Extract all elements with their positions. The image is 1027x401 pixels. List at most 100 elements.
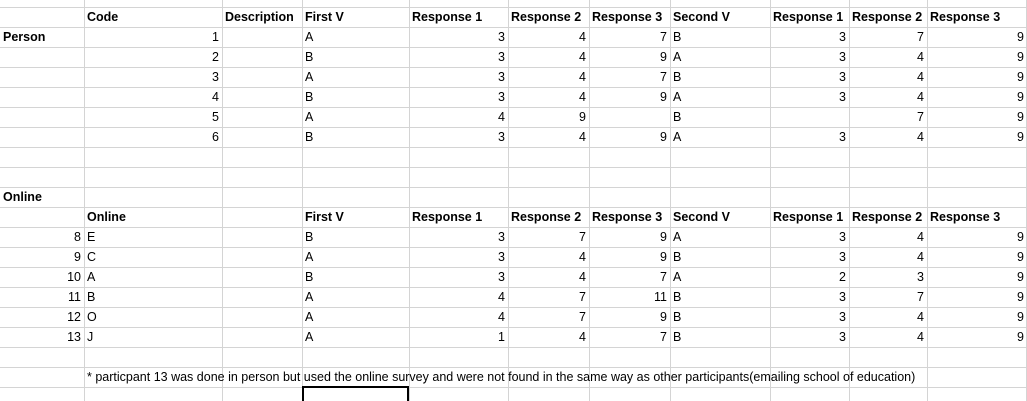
response-1-cell[interactable]: 3 [498,250,505,264]
header-response-1[interactable]: Response 1 [412,10,483,24]
second-v-cell[interactable]: B [673,110,682,124]
row-id-cell[interactable]: 12 [67,310,81,324]
response-2b-cell[interactable]: 4 [917,90,924,104]
response-2b-cell[interactable]: 4 [917,50,924,64]
second-v-cell[interactable]: B [673,250,682,264]
response-1-cell[interactable]: 4 [498,110,505,124]
response-2-cell[interactable]: 4 [579,50,586,64]
response-3b-cell[interactable]: 9 [1017,110,1024,124]
response-1b-cell[interactable]: 3 [839,50,846,64]
response-1-cell[interactable]: 3 [498,50,505,64]
response-2b-cell[interactable]: 4 [917,250,924,264]
header-response-2[interactable]: Response 2 [511,10,582,24]
online-header-response-3[interactable]: Response 3 [592,210,663,224]
code-cell[interactable]: 3 [212,70,219,84]
active-cell-selection[interactable] [302,386,409,401]
response-2-cell[interactable]: 7 [579,290,586,304]
response-3b-cell[interactable]: 9 [1017,130,1024,144]
row-id-cell[interactable]: 8 [74,230,81,244]
response-2b-cell[interactable]: 7 [917,30,924,44]
header-first-v[interactable]: First V [305,10,344,24]
first-v-cell[interactable]: A [305,250,314,264]
row-id-cell[interactable]: 9 [74,250,81,264]
response-2-cell[interactable]: 4 [579,330,586,344]
response-3b-cell[interactable]: 9 [1017,310,1024,324]
second-v-cell[interactable]: B [673,310,682,324]
online-code-cell[interactable]: O [87,310,97,324]
response-1-cell[interactable]: 1 [498,330,505,344]
second-v-cell[interactable]: A [673,270,682,284]
first-v-cell[interactable]: A [305,70,314,84]
response-1b-cell[interactable]: 3 [839,90,846,104]
response-3-cell[interactable]: 9 [660,50,667,64]
response-3-cell[interactable]: 11 [654,290,667,304]
response-3-cell[interactable]: 9 [660,250,667,264]
response-1b-cell[interactable]: 3 [839,330,846,344]
response-3b-cell[interactable]: 9 [1017,70,1024,84]
response-1b-cell[interactable]: 3 [839,230,846,244]
response-2-cell[interactable]: 4 [579,90,586,104]
code-cell[interactable]: 1 [212,30,219,44]
first-v-cell[interactable]: B [305,90,314,104]
footnote[interactable]: * particpant 13 was done in person but u… [87,370,916,384]
response-2b-cell[interactable]: 4 [917,130,924,144]
response-1b-cell[interactable]: 3 [839,130,846,144]
header-response-3b[interactable]: Response 3 [930,10,1001,24]
response-3b-cell[interactable]: 9 [1017,250,1024,264]
response-3b-cell[interactable]: 9 [1017,30,1024,44]
code-cell[interactable]: 4 [212,90,219,104]
online-section-label[interactable]: Online [3,190,42,204]
row-id-cell[interactable]: 11 [68,290,81,304]
online-header-response-3b[interactable]: Response 3 [930,210,1001,224]
second-v-cell[interactable]: A [673,90,682,104]
response-1b-cell[interactable]: 3 [839,70,846,84]
response-1b-cell[interactable]: 3 [839,250,846,264]
online-header-response-1b[interactable]: Response 1 [773,210,844,224]
response-3b-cell[interactable]: 9 [1017,330,1024,344]
online-header-online[interactable]: Online [87,210,126,224]
second-v-cell[interactable]: B [673,330,682,344]
header-response-1b[interactable]: Response 1 [773,10,844,24]
response-2-cell[interactable]: 4 [579,30,586,44]
second-v-cell[interactable]: A [673,130,682,144]
response-1-cell[interactable]: 4 [498,290,505,304]
online-code-cell[interactable]: B [87,290,96,304]
response-1-cell[interactable]: 4 [498,310,505,324]
first-v-cell[interactable]: B [305,230,314,244]
first-v-cell[interactable]: A [305,330,314,344]
first-v-cell[interactable]: A [305,310,314,324]
response-3b-cell[interactable]: 9 [1017,230,1024,244]
response-2-cell[interactable]: 7 [579,230,586,244]
response-1-cell[interactable]: 3 [498,230,505,244]
response-1-cell[interactable]: 3 [498,30,505,44]
second-v-cell[interactable]: B [673,70,682,84]
online-header-first-v[interactable]: First V [305,210,344,224]
response-2-cell[interactable]: 4 [579,250,586,264]
header-response-2b[interactable]: Response 2 [852,10,923,24]
online-code-cell[interactable]: A [87,270,96,284]
online-header-response-2b[interactable]: Response 2 [852,210,923,224]
person-section-label[interactable]: Person [3,30,46,44]
response-2b-cell[interactable]: 4 [917,230,924,244]
second-v-cell[interactable]: A [673,230,682,244]
response-1b-cell[interactable]: 3 [839,30,846,44]
code-cell[interactable]: 2 [212,50,219,64]
response-2b-cell[interactable]: 4 [917,310,924,324]
response-3-cell[interactable]: 9 [660,230,667,244]
response-2b-cell[interactable]: 4 [917,330,924,344]
response-2-cell[interactable]: 4 [579,130,586,144]
response-3-cell[interactable]: 7 [660,70,667,84]
response-3-cell[interactable]: 7 [660,30,667,44]
first-v-cell[interactable]: A [305,110,314,124]
response-1-cell[interactable]: 3 [498,70,505,84]
response-3-cell[interactable]: 7 [660,330,667,344]
response-1b-cell[interactable]: 3 [839,290,846,304]
response-1b-cell[interactable]: 3 [839,310,846,324]
response-1b-cell[interactable] [770,107,849,127]
response-3b-cell[interactable]: 9 [1017,90,1024,104]
response-2-cell[interactable]: 4 [579,70,586,84]
response-2-cell[interactable]: 4 [579,270,586,284]
first-v-cell[interactable]: B [305,130,314,144]
row-id-cell[interactable]: 10 [67,270,81,284]
online-code-cell[interactable]: E [87,230,96,244]
